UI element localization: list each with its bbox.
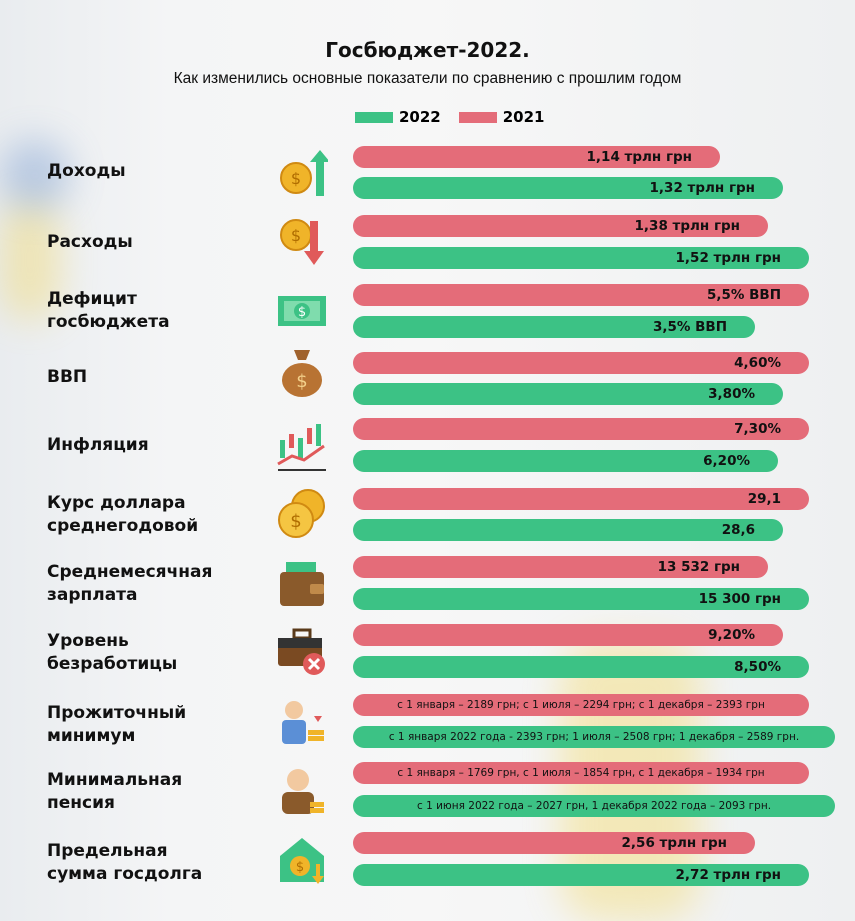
row-label: Предельная сумма госдолга [47, 841, 203, 884]
legend-swatch-2022 [355, 111, 393, 123]
bar-data-label: 9,20% [708, 627, 755, 643]
bar-data-label: 7,30% [734, 421, 781, 437]
bar-2022: 3,80% [353, 383, 783, 405]
legend: 2022 2021 [355, 108, 545, 126]
bar-2021: с 1 января – 2189 грн; с 1 июля – 2294 г… [353, 694, 809, 716]
bar-2021: 4,60% [353, 352, 809, 374]
money-bag-icon: $ [276, 346, 328, 398]
legend-item-2021: 2021 [458, 108, 545, 126]
bar-data-label: 3,80% [708, 386, 755, 402]
person-coins-icon [276, 696, 328, 748]
row-label: Прожиточный минимум [47, 703, 187, 746]
bar-2022: 1,32 трлн грн [353, 177, 783, 199]
legend-swatch-2021 [458, 111, 497, 123]
bar-2022: с 1 июня 2022 года – 2027 грн, 1 декабря… [353, 795, 835, 817]
bar-data-label: 1,14 трлн грн [586, 149, 692, 165]
bar-data-label: 2,72 трлн грн [675, 867, 781, 883]
bar-data-label: с 1 июня 2022 года – 2027 грн, 1 декабря… [416, 800, 772, 812]
coin-arrow-down-icon: $ [276, 217, 328, 269]
chart-title: Госбюджет-2022. [325, 38, 530, 62]
row-label: Расходы [47, 232, 133, 252]
bar-2021: 9,20% [353, 624, 783, 646]
bar-2022: 8,50% [353, 656, 809, 678]
bar-2021: 7,30% [353, 418, 809, 440]
bar-2021: 2,56 трлн грн [353, 832, 755, 854]
bar-2021: 29,1 [353, 488, 809, 510]
legend-item-2022: 2022 [355, 108, 441, 126]
banknote-icon: $ [276, 286, 328, 338]
bar-data-label: 2,56 трлн грн [621, 835, 727, 851]
bar-2022: 28,6 [353, 519, 783, 541]
svg-text:$: $ [290, 511, 301, 532]
bar-data-label: 1,52 трлн грн [675, 250, 781, 266]
wallet-icon [276, 558, 328, 610]
row-label: ВВП [47, 367, 88, 387]
bar-data-label: 15 300 грн [698, 591, 781, 607]
house-coin-icon: $ [276, 834, 328, 886]
row-label: Инфляция [47, 435, 149, 455]
row-label: Курс доллара среднегодовой [47, 493, 199, 536]
bar-data-label: 4,60% [734, 355, 781, 371]
bar-data-label: 6,20% [703, 453, 750, 469]
bar-2021: 13 532 грн [353, 556, 768, 578]
bar-data-label: 13 532 грн [657, 559, 740, 575]
bar-2022: 3,5% ВВП [353, 316, 755, 338]
legend-label: 2022 [399, 108, 441, 126]
coin-arrow-up-icon: $ [276, 148, 330, 200]
row-label: Дефицит госбюджета [47, 289, 170, 332]
background-flag-blur [0, 200, 60, 320]
elderly-person-icon [276, 764, 328, 816]
bar-2021: 5,5% ВВП [353, 284, 809, 306]
background-flag-blur [0, 140, 70, 210]
bar-data-label: 8,50% [734, 659, 781, 675]
bar-2022: с 1 января 2022 года - 2393 грн; 1 июля … [353, 726, 835, 748]
svg-text:$: $ [296, 371, 307, 392]
bar-2022: 2,72 трлн грн [353, 864, 809, 886]
coins-icon: $ [276, 488, 328, 540]
candlestick-chart-icon [276, 420, 328, 472]
bar-data-label: с 1 января – 1769 грн, с 1 июля – 1854 г… [397, 767, 765, 779]
svg-text:$: $ [291, 226, 301, 245]
svg-text:$: $ [296, 860, 304, 875]
briefcase-x-icon [276, 626, 328, 678]
bar-2021: 1,38 трлн грн [353, 215, 768, 237]
bar-data-label: 5,5% ВВП [706, 287, 781, 303]
bar-data-label: с 1 января 2022 года - 2393 грн; 1 июля … [388, 731, 800, 743]
bar-2021: 1,14 трлн грн [353, 146, 720, 168]
row-label: Минимальная пенсия [47, 770, 183, 813]
bar-data-label: 1,32 трлн грн [649, 180, 755, 196]
svg-text:$: $ [298, 305, 306, 320]
bar-data-label: с 1 января – 2189 грн; с 1 июля – 2294 г… [397, 699, 765, 711]
row-label: Среднемесячная зарплата [47, 562, 213, 605]
bar-data-label: 28,6 [721, 522, 755, 538]
chart-subtitle: Как изменились основные показатели по ср… [173, 70, 682, 87]
row-label: Доходы [47, 161, 126, 181]
bar-data-label: 29,1 [747, 491, 781, 507]
row-label: Уровень безработицы [47, 631, 178, 674]
bar-2022: 6,20% [353, 450, 778, 472]
bar-data-label: 1,38 трлн грн [634, 218, 740, 234]
bar-2022: 15 300 грн [353, 588, 809, 610]
legend-label: 2021 [502, 108, 545, 126]
bar-data-label: 3,5% ВВП [652, 319, 727, 335]
svg-text:$: $ [291, 169, 301, 188]
bar-2021: с 1 января – 1769 грн, с 1 июля – 1854 г… [353, 762, 809, 784]
bar-2022: 1,52 трлн грн [353, 247, 809, 269]
